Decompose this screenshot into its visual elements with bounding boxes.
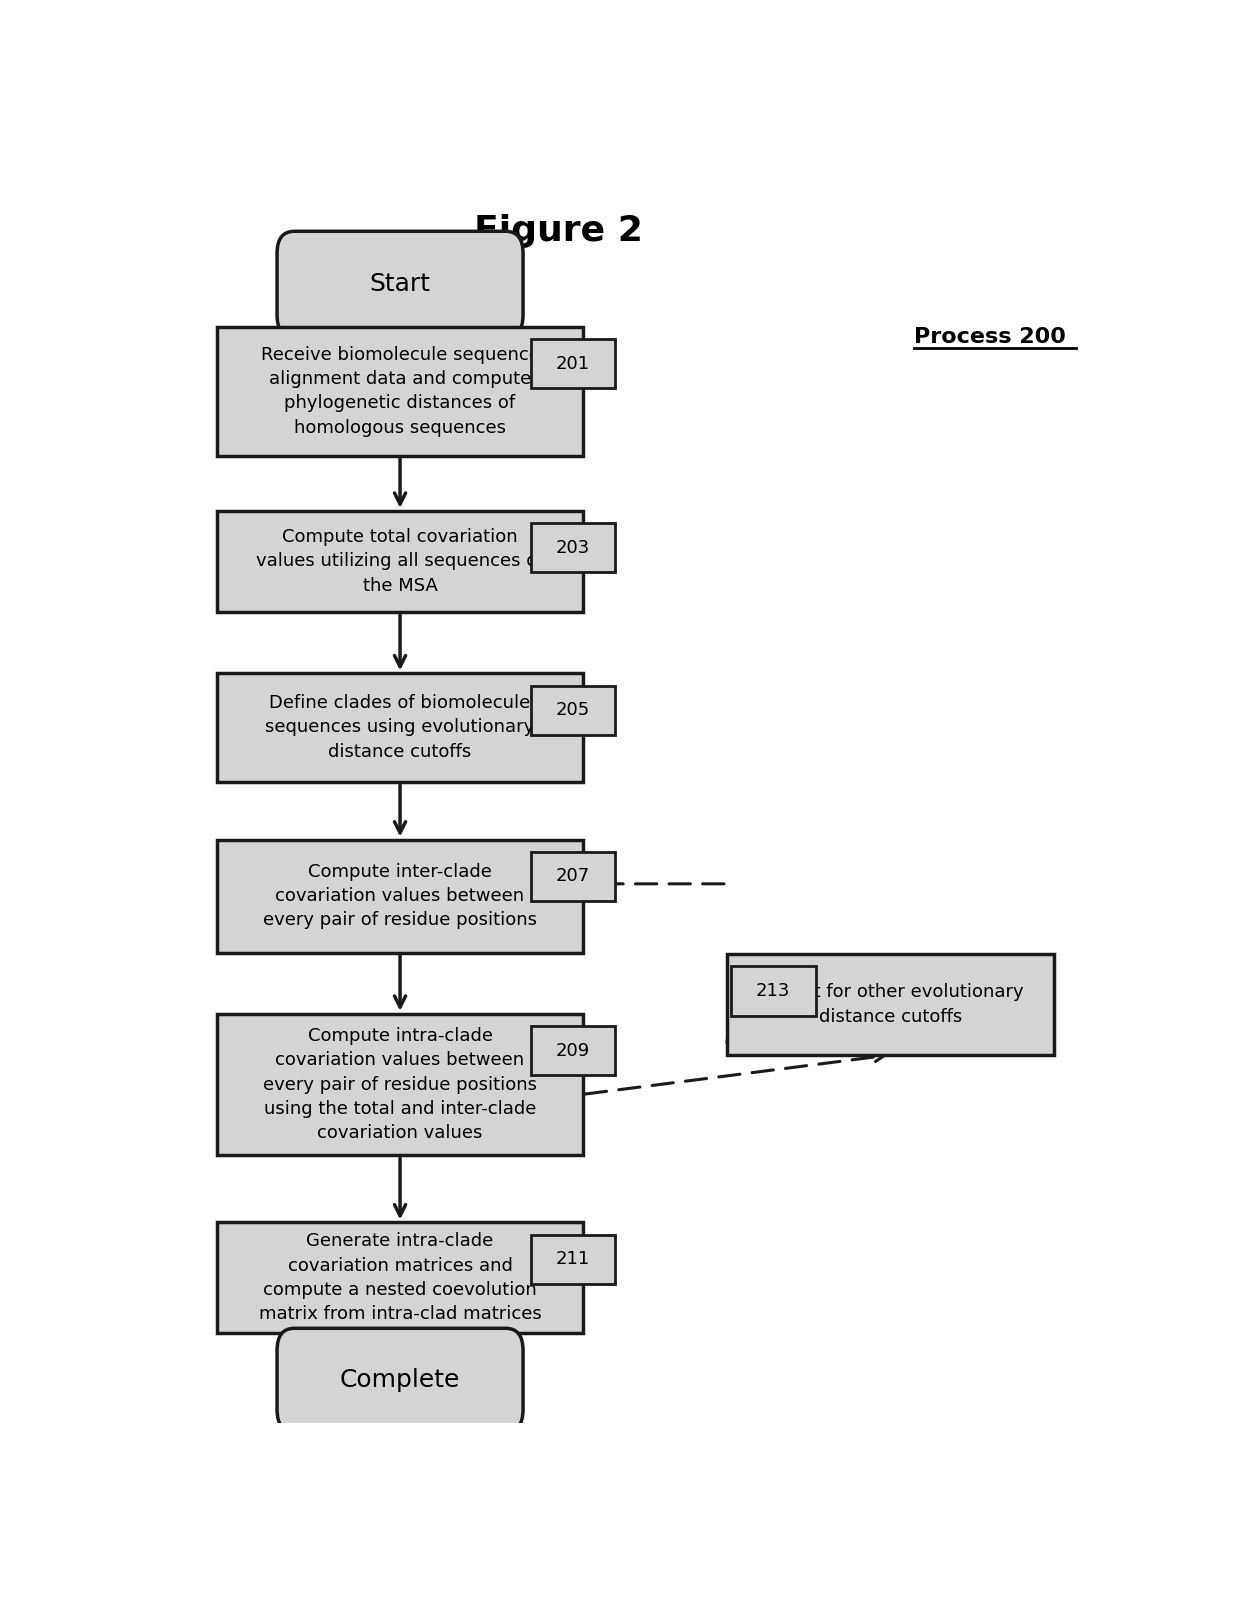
Text: Define clades of biomolecule
sequences using evolutionary
distance cutoffs: Define clades of biomolecule sequences u…: [265, 694, 534, 761]
Text: Repeat for other evolutionary
distance cutoffs: Repeat for other evolutionary distance c…: [756, 983, 1023, 1025]
Text: Receive biomolecule sequence
alignment data and compute
phylogenetic distances o: Receive biomolecule sequence alignment d…: [260, 345, 539, 437]
Text: 213: 213: [756, 982, 790, 999]
Text: Process 200: Process 200: [914, 328, 1066, 347]
Text: Generate intra-clade
covariation matrices and
compute a nested coevolution
matri: Generate intra-clade covariation matrice…: [259, 1233, 542, 1324]
FancyBboxPatch shape: [531, 523, 615, 572]
FancyBboxPatch shape: [531, 1027, 615, 1075]
FancyBboxPatch shape: [217, 673, 583, 782]
FancyBboxPatch shape: [217, 1222, 583, 1334]
FancyBboxPatch shape: [217, 326, 583, 456]
Text: 211: 211: [556, 1250, 590, 1268]
Text: Compute intra-clade
covariation values between
every pair of residue positions
u: Compute intra-clade covariation values b…: [263, 1027, 537, 1142]
Text: Start: Start: [370, 272, 430, 296]
Text: Complete: Complete: [340, 1369, 460, 1393]
Text: 209: 209: [556, 1041, 590, 1060]
FancyBboxPatch shape: [531, 852, 615, 902]
Text: 207: 207: [556, 867, 590, 886]
FancyBboxPatch shape: [277, 232, 523, 337]
Text: Figure 2: Figure 2: [474, 214, 644, 248]
FancyBboxPatch shape: [727, 955, 1054, 1055]
FancyBboxPatch shape: [277, 1329, 523, 1431]
Text: 203: 203: [556, 539, 590, 556]
FancyBboxPatch shape: [531, 339, 615, 389]
FancyBboxPatch shape: [531, 686, 615, 736]
FancyBboxPatch shape: [217, 510, 583, 612]
FancyBboxPatch shape: [217, 1014, 583, 1156]
FancyBboxPatch shape: [217, 839, 583, 953]
Text: Compute inter-clade
covariation values between
every pair of residue positions: Compute inter-clade covariation values b…: [263, 863, 537, 929]
FancyBboxPatch shape: [732, 966, 816, 1015]
FancyBboxPatch shape: [531, 1234, 615, 1284]
Text: 201: 201: [556, 355, 590, 373]
Text: Compute total covariation
values utilizing all sequences of
the MSA: Compute total covariation values utilizi…: [257, 528, 544, 595]
Text: 205: 205: [556, 702, 590, 720]
